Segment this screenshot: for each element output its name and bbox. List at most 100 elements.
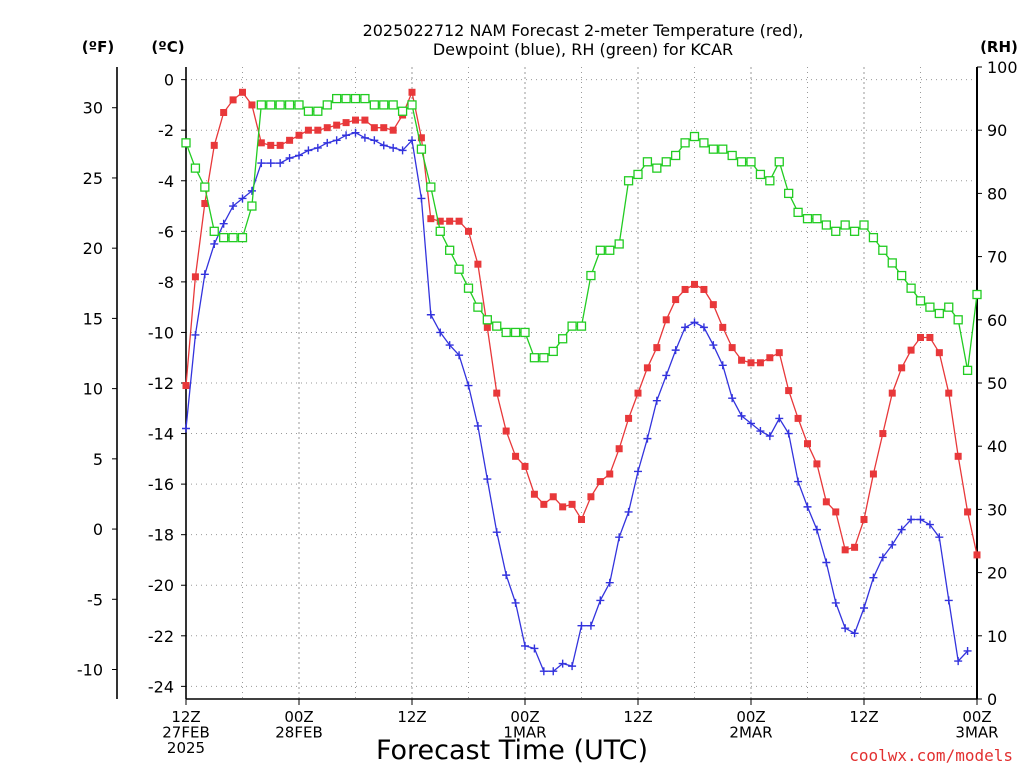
- data-point: [652, 163, 662, 173]
- data-point: [417, 134, 425, 142]
- data-point: [201, 200, 209, 208]
- data-point: [313, 106, 323, 116]
- data-point: [332, 136, 341, 145]
- data-point: [237, 232, 248, 243]
- x-tick-label: 12Z: [397, 708, 426, 726]
- data-point: [398, 146, 407, 155]
- watermark: coolwx.com/models: [849, 746, 1013, 765]
- celsius-tick-label: -6: [158, 222, 174, 241]
- data-point: [917, 333, 924, 341]
- data-point: [323, 124, 331, 132]
- x-tick-label: 2025: [167, 739, 205, 757]
- data-point: [464, 381, 473, 390]
- data-point: [379, 100, 389, 110]
- series-dewpoint: [182, 128, 972, 676]
- data-point: [802, 214, 813, 224]
- data-point: [925, 520, 934, 529]
- data-point: [898, 364, 906, 372]
- data-point: [521, 641, 529, 650]
- data-point: [614, 239, 624, 249]
- data-point: [295, 151, 303, 160]
- data-point: [822, 498, 830, 506]
- data-point: [596, 478, 604, 486]
- x-tick-label: 12Z: [623, 708, 652, 726]
- rh-tick-label: 100: [987, 58, 1018, 77]
- rh-tick-label: 0: [987, 690, 997, 709]
- data-point: [907, 346, 915, 354]
- celsius-axis-label: (ºC): [151, 38, 184, 56]
- data-point: [436, 328, 445, 337]
- data-point: [360, 133, 369, 142]
- celsius-tick-label: -20: [148, 576, 174, 595]
- data-point: [652, 396, 661, 405]
- data-point: [916, 515, 925, 524]
- data-point: [851, 543, 859, 551]
- data-point: [455, 217, 463, 225]
- rh-tick-label: 70: [987, 248, 1007, 267]
- data-point: [295, 131, 303, 139]
- data-point: [661, 157, 671, 167]
- data-point: [577, 621, 586, 630]
- data-point: [879, 430, 887, 438]
- fahrenheit-tick-label: 5: [93, 450, 103, 469]
- data-point: [888, 540, 897, 549]
- data-point: [746, 157, 756, 167]
- data-point: [341, 93, 351, 104]
- data-point: [501, 327, 511, 338]
- x-tick-label: 00Z: [962, 708, 991, 726]
- data-point: [209, 226, 219, 236]
- celsius-tick-label: -16: [148, 475, 174, 494]
- data-point: [473, 302, 483, 312]
- data-point: [361, 116, 369, 124]
- data-point: [342, 119, 350, 127]
- data-point: [962, 365, 973, 376]
- data-point: [559, 503, 567, 511]
- data-point: [728, 394, 737, 403]
- fahrenheit-tick-label: -10: [77, 661, 103, 680]
- data-point: [549, 667, 558, 676]
- data-point: [568, 500, 576, 508]
- data-point: [850, 629, 859, 638]
- fahrenheit-tick-label: 25: [83, 169, 103, 188]
- data-point: [350, 93, 361, 104]
- data-point: [615, 533, 624, 542]
- x-tick-label: 12Z: [849, 708, 878, 726]
- data-point: [549, 493, 557, 501]
- data-point: [643, 364, 651, 372]
- data-point: [812, 214, 822, 224]
- data-point: [766, 354, 774, 362]
- data-point: [182, 382, 190, 390]
- data-point: [662, 371, 671, 380]
- data-point: [821, 220, 831, 230]
- data-point: [926, 333, 934, 341]
- x-tick-label: 1MAR: [503, 724, 546, 742]
- celsius-tick-label: -8: [158, 273, 174, 292]
- data-point: [266, 100, 276, 110]
- data-point: [276, 159, 285, 168]
- data-point: [229, 96, 237, 104]
- series-rh: [181, 93, 982, 376]
- data-point: [511, 598, 520, 607]
- data-point: [229, 202, 238, 211]
- data-point: [747, 359, 755, 367]
- data-point: [840, 220, 850, 230]
- celsius-tick-label: 0: [164, 71, 174, 90]
- data-point: [727, 150, 737, 161]
- data-point: [643, 434, 652, 443]
- data-point: [747, 419, 755, 428]
- data-point: [351, 128, 360, 137]
- data-point: [200, 182, 210, 192]
- data-point: [568, 662, 577, 671]
- data-point: [755, 169, 766, 180]
- data-point: [719, 323, 727, 331]
- data-point: [427, 215, 435, 223]
- data-point: [699, 323, 708, 332]
- data-point: [775, 349, 783, 357]
- data-point: [680, 138, 690, 148]
- celsius-tick-label: -18: [148, 526, 174, 545]
- data-point: [530, 490, 538, 498]
- data-point: [548, 346, 558, 357]
- data-point: [483, 323, 491, 331]
- rh-tick-label: 40: [987, 437, 1007, 456]
